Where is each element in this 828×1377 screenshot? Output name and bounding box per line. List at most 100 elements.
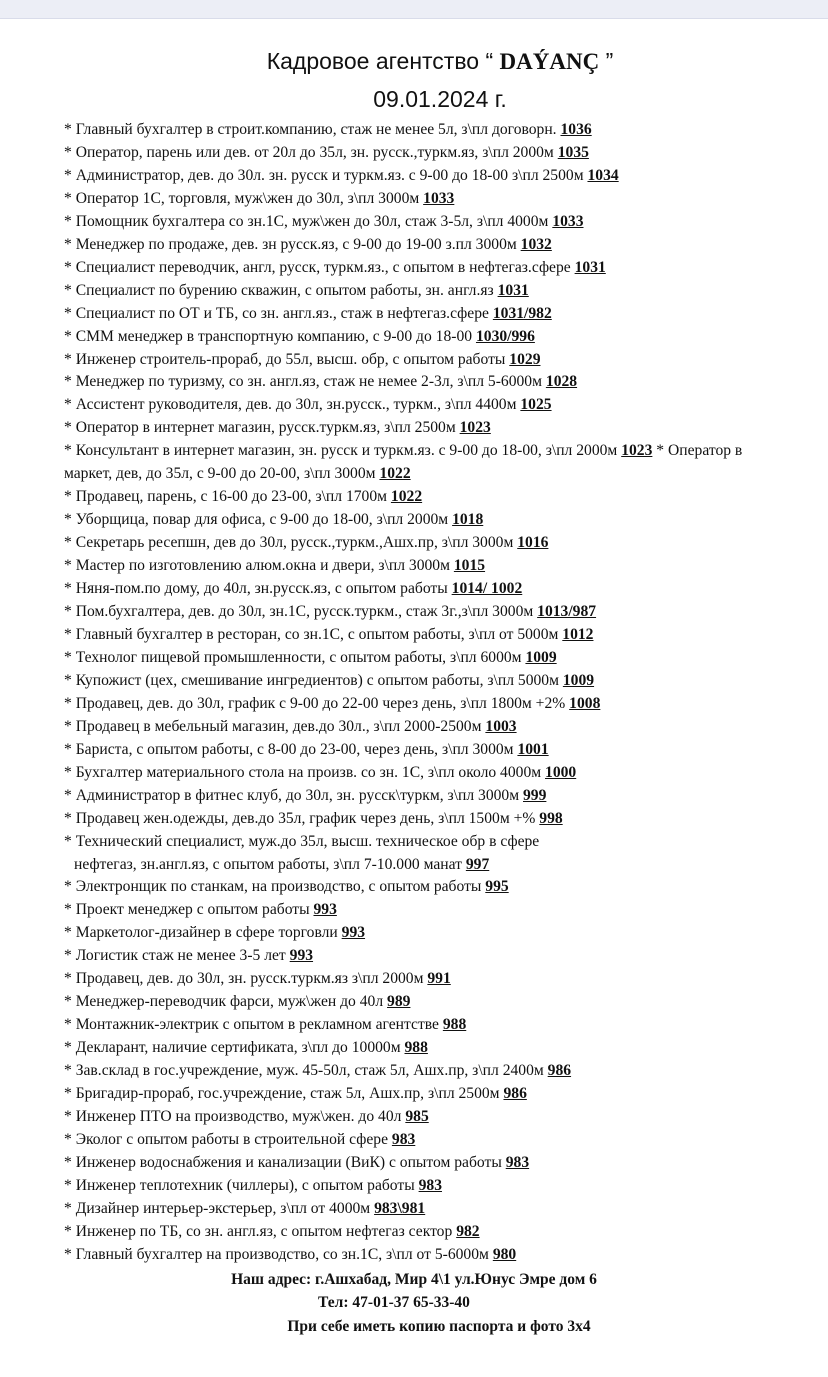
vacancy-code: 1003 bbox=[485, 717, 517, 735]
phone: Тел: 47-01-37 65-33-40 bbox=[318, 1294, 470, 1311]
vacancy-item: * Инженер ПТО на производство, муж\жен. … bbox=[64, 1107, 429, 1125]
vacancy-item: * Проект менеджер с опытом работы 993 bbox=[64, 901, 337, 919]
vacancy-item: * Продавец в мебельный магазин, дев.до 3… bbox=[64, 717, 517, 735]
vacancy-code: 1031 bbox=[574, 258, 606, 276]
vacancy-text: Ассистент руководителя, дев. до 30л, зн.… bbox=[75, 396, 517, 414]
vacancy-text: Продавец, дев. до 30л, зн. русск.туркм.я… bbox=[75, 970, 428, 988]
vacancy-text: Электронщик по станкам, на производство,… bbox=[75, 878, 482, 896]
vacancy-text: Помощник бухгалтера со зн.1С, муж\жен до… bbox=[75, 212, 549, 230]
vacancy-code: 1009 bbox=[525, 648, 557, 666]
vacancy-code: 1034 bbox=[587, 166, 619, 184]
vacancy-item: * Секретарь ресепшн, дев до 30л, русск.,… bbox=[64, 534, 549, 552]
vacancy-code: 1012 bbox=[562, 625, 594, 643]
vacancy-text: Логистик стаж не менее 3-5 лет bbox=[75, 947, 286, 965]
vacancy-item: * Главный бухгалтер на производство, со … bbox=[64, 1245, 517, 1263]
vacancy-code: 988 bbox=[404, 1039, 428, 1057]
vacancy-text: Зав.склад в гос.учреждение, муж. 45-50л,… bbox=[75, 1062, 544, 1080]
vacancy-code: 1035 bbox=[557, 143, 589, 161]
vacancy-text: Специалист по бурению скважин, с опытом … bbox=[75, 281, 494, 299]
vacancy-item: * Инженер строитель-прораб, до 55л, высш… bbox=[64, 350, 541, 368]
vacancy-text: Няня-пом.по дому, до 40л, зн.русск.яз, с… bbox=[75, 580, 448, 598]
vacancy-code: 1014/ 1002 bbox=[451, 580, 523, 598]
vacancy-item: * Бариста, с опытом работы, с 8-00 до 23… bbox=[64, 740, 549, 758]
vacancy-text: Оператор в интернет магазин, русск.туркм… bbox=[75, 419, 456, 437]
vacancy-text: Бухгалтер материального стола на произв.… bbox=[75, 763, 542, 781]
vacancy-item: * Продавец, дев. до 30л, график с 9-00 д… bbox=[64, 694, 601, 712]
vacancy-text: Инженер теплотехник (чиллеры), с опытом … bbox=[75, 1176, 415, 1194]
vacancy-text: Технолог пищевой промышленности, с опыто… bbox=[75, 648, 522, 666]
vacancy-item: * Технический специалист, муж.до 35л, вы… bbox=[64, 831, 794, 877]
vacancy-item: * Продавец, парень, с 16-00 до 23-00, з\… bbox=[64, 488, 423, 506]
vacancy-text: Эколог с опытом работы в строительной сф… bbox=[75, 1130, 388, 1148]
vacancy-item: * Бригадир-прораб, гос.учреждение, стаж … bbox=[64, 1085, 527, 1103]
vacancy-text: Монтажник-электрик с опытом в рекламном … bbox=[75, 1016, 439, 1034]
vacancy-item: * Технолог пищевой промышленности, с опы… bbox=[64, 648, 557, 666]
vacancy-item: * Главный бухгалтер в ресторан, со зн.1С… bbox=[64, 625, 594, 643]
vacancy-item: * Купожист (цех, смешивание ингредиентов… bbox=[64, 671, 595, 689]
vacancy-code: 983\981 bbox=[374, 1199, 426, 1217]
vacancy-text: Продавец, парень, с 16-00 до 23-00, з\пл… bbox=[75, 488, 388, 506]
vacancy-code: 1036 bbox=[560, 121, 592, 138]
vacancy-text: Администратор в фитнес клуб, до 30л, зн.… bbox=[75, 786, 520, 804]
vacancy-item: * Эколог с опытом работы в строительной … bbox=[64, 1130, 416, 1148]
title-suffix: ” bbox=[599, 48, 614, 74]
vacancy-text: Главный бухгалтер в ресторан, со зн.1С, … bbox=[75, 625, 559, 643]
vacancy-text: Купожист (цех, смешивание ингредиентов) … bbox=[75, 671, 559, 689]
vacancy-text: Продавец жен.одежды, дев.до 35л, график … bbox=[75, 809, 536, 827]
vacancy-code: 985 bbox=[405, 1107, 429, 1125]
vacancy-item: * Продавец жен.одежды, дев.до 35л, графи… bbox=[64, 809, 563, 827]
vacancy-text: Бариста, с опытом работы, с 8-00 до 23-0… bbox=[75, 740, 514, 758]
vacancy-text: Декларант, наличие сертификата, з\пл до … bbox=[75, 1039, 401, 1057]
vacancy-text: Маркетолог-дизайнер в сфере торговли bbox=[75, 924, 338, 942]
vacancy-list: * Главный бухгалтер в строит.компанию, с… bbox=[64, 119, 794, 1267]
page-date: 09.01.2024 г. bbox=[373, 86, 507, 112]
vacancy-code: 1022 bbox=[390, 488, 423, 506]
vacancy-item: * Менеджер по туризму, со зн. англ.яз, с… bbox=[64, 373, 578, 391]
vacancy-code: 983 bbox=[418, 1176, 442, 1194]
note: При себе иметь копию паспорта и фото 3x4 bbox=[287, 1318, 591, 1335]
vacancy-item: * Инженер по ТБ, со зн. англ.яз, с опыто… bbox=[64, 1222, 480, 1240]
vacancy-text-continued: нефтегаз, зн.англ.яз, с опытом работы, з… bbox=[74, 855, 466, 873]
vacancy-text: Инженер водоснабжения и канализации (ВиК… bbox=[75, 1153, 502, 1171]
vacancy-item: * Менеджер по продаже, дев. зн русск.яз,… bbox=[64, 235, 552, 253]
vacancy-text: Пом.бухгалтера, дев. до 30л, зн.1С, русс… bbox=[75, 603, 538, 621]
vacancy-code: 993 bbox=[341, 924, 366, 942]
vacancy-code: 998 bbox=[539, 809, 563, 827]
vacancy-text: Менеджер по туризму, со зн. англ.яз, ста… bbox=[75, 373, 542, 391]
vacancy-item: * Специалист по ОТ и ТБ, со зн. англ.яз.… bbox=[64, 304, 552, 322]
vacancy-code: 1000 bbox=[545, 763, 577, 781]
vacancy-text: Специалист переводчик, англ, русск, турк… bbox=[75, 258, 571, 276]
vacancy-text: * Оператор в маркет, дев, до 35л, с 9-00… bbox=[64, 442, 743, 483]
vacancy-code: 1028 bbox=[545, 373, 578, 391]
address: Наш адрес: г.Ашхабад, Мир 4\1 ул.Юнус Эм… bbox=[231, 1271, 597, 1288]
vacancy-item: * Помощник бухгалтера со зн.1С, муж\жен … bbox=[64, 212, 584, 230]
vacancy-text: Менеджер по продаже, дев. зн русск.яз, с… bbox=[75, 235, 517, 253]
window-top-bar bbox=[0, 0, 828, 19]
vacancy-item: * Инженер теплотехник (чиллеры), с опыто… bbox=[64, 1176, 442, 1194]
vacancy-code: 1031 bbox=[497, 281, 529, 299]
vacancy-code: 983 bbox=[391, 1130, 416, 1148]
vacancy-code: 988 bbox=[442, 1016, 467, 1034]
brand-name: DAÝANÇ bbox=[499, 49, 600, 74]
vacancy-code: 983 bbox=[505, 1153, 530, 1171]
vacancy-item: * Главный бухгалтер в строит.компанию, с… bbox=[64, 121, 592, 138]
vacancy-text: Мастер по изготовлению алюм.окна и двери… bbox=[75, 557, 450, 575]
vacancy-text: Инженер ПТО на производство, муж\жен. до… bbox=[75, 1107, 402, 1125]
vacancy-text: Консультант в интернет магазин, зн. русс… bbox=[75, 442, 618, 460]
vacancy-text: Уборщица, повар для офиса, с 9-00 до 18-… bbox=[75, 511, 449, 529]
vacancy-code: 991 bbox=[427, 970, 451, 988]
vacancy-item: * Уборщица, повар для офиса, с 9-00 до 1… bbox=[64, 511, 484, 529]
vacancy-item: * Пом.бухгалтера, дев. до 30л, зн.1С, ру… bbox=[64, 603, 597, 621]
vacancy-item: * Дизайнер интерьер-экстерьер, з\пл от 4… bbox=[64, 1199, 426, 1217]
vacancy-text: Продавец в мебельный магазин, дев.до 30л… bbox=[75, 717, 482, 735]
vacancy-text: Дизайнер интерьер-экстерьер, з\пл от 400… bbox=[75, 1199, 371, 1217]
vacancy-text: Оператор, парень или дев. от 20л до 35л,… bbox=[75, 143, 554, 161]
vacancy-text: Продавец, дев. до 30л, график с 9-00 до … bbox=[75, 694, 566, 712]
vacancy-text: Инженер по ТБ, со зн. англ.яз, с опытом … bbox=[75, 1222, 453, 1240]
vacancy-item: * Мастер по изготовлению алюм.окна и две… bbox=[64, 557, 486, 575]
vacancy-item: * Няня-пом.по дому, до 40л, зн.русск.яз,… bbox=[64, 580, 523, 598]
vacancy-text: Инженер строитель-прораб, до 55л, высш. … bbox=[75, 350, 506, 368]
vacancy-code: 993 bbox=[313, 901, 337, 919]
vacancy-code: 1001 bbox=[517, 740, 549, 758]
vacancy-code: 1023 bbox=[621, 442, 653, 460]
